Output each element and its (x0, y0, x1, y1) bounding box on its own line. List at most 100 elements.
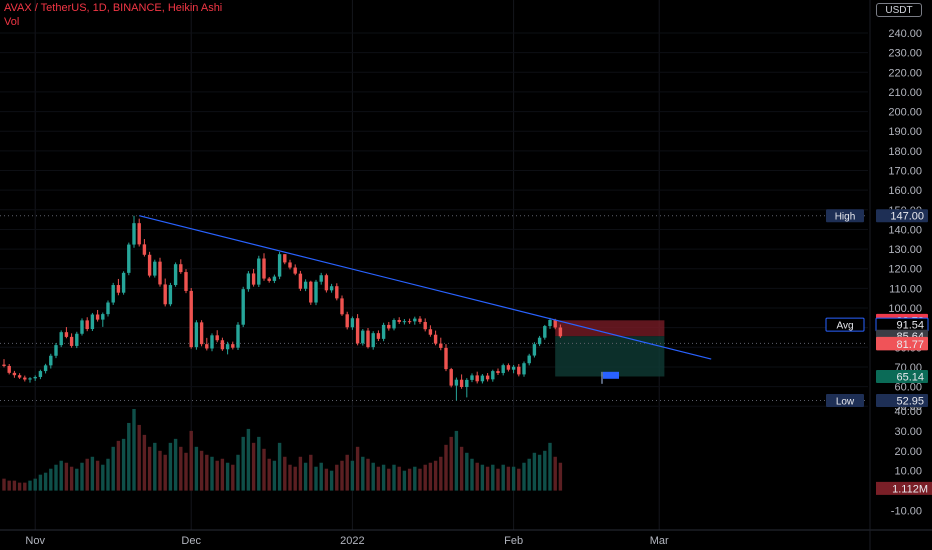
volume-bar (106, 458, 110, 491)
price-tick-label: 240.00 (888, 28, 922, 40)
volume-bar (444, 444, 448, 491)
volume-bar (168, 442, 173, 491)
candle-body (496, 371, 500, 374)
volume-tick-label: 30.00 (894, 426, 922, 438)
volume-bar (366, 458, 370, 491)
candle-body (69, 336, 74, 346)
time-tick-label: Mar (650, 535, 669, 547)
candle-body (517, 366, 521, 375)
volume-bar (517, 468, 521, 491)
candle-body (80, 320, 84, 334)
candle-body (298, 273, 303, 289)
candle-body (236, 324, 240, 348)
volume-bar (80, 462, 84, 491)
volume-bar (2, 478, 6, 491)
price-label-tag (825, 317, 865, 332)
candle-body (43, 365, 48, 372)
price-label-value: 52.95 (896, 395, 924, 407)
trendline-segment[interactable] (139, 215, 712, 360)
volume-bar (433, 460, 438, 491)
volume-bar (85, 458, 89, 491)
volume-bar (17, 482, 22, 491)
price-label-box (876, 337, 928, 351)
candle-body (267, 278, 271, 281)
volume-bar (43, 472, 48, 491)
stop-loss-zone[interactable] (555, 320, 665, 337)
volume-bar (49, 468, 53, 491)
volume-bar (303, 462, 308, 491)
candle-body (257, 258, 261, 285)
candle-body (127, 244, 131, 273)
candle-body (49, 355, 53, 366)
volume-bar (459, 446, 464, 491)
price-label-box (876, 209, 928, 223)
volume-bar (387, 468, 391, 491)
volume-bar (381, 464, 386, 491)
candle-body (532, 344, 537, 356)
candle-body (465, 379, 469, 387)
volume-bar (69, 466, 74, 491)
volume-bar (277, 442, 282, 491)
volume-bar (23, 482, 27, 491)
candle-body (527, 355, 531, 364)
time-tick-label: Feb (504, 535, 523, 547)
candle-body (366, 330, 370, 348)
candle-body (340, 298, 344, 315)
price-label-tag (826, 393, 864, 407)
position-zones[interactable] (555, 320, 665, 377)
candle-body (449, 369, 453, 386)
candle-body (501, 365, 505, 374)
candle-body (12, 372, 17, 376)
chart-title: AVAX / TetherUS, 1D, BINANCE, Heikin Ash… (4, 2, 223, 14)
volume-bar (345, 454, 349, 491)
volume-tick-label: 40.00 (894, 406, 922, 418)
currency-button[interactable]: USDT (876, 3, 922, 17)
candle-body (444, 347, 448, 370)
volume-bar (470, 458, 474, 491)
volume-bar (215, 460, 219, 491)
price-tick-label: 190.00 (888, 126, 922, 138)
volume-bar (423, 464, 427, 491)
candle-body (142, 244, 147, 255)
volume-bar (428, 462, 433, 491)
flag-icon[interactable] (601, 371, 619, 384)
volume-bar (64, 462, 69, 491)
volume-bar (153, 442, 157, 491)
volume-bar (111, 446, 115, 491)
volume-bar (225, 462, 230, 491)
candle-body (537, 337, 542, 345)
trendline[interactable] (139, 215, 712, 360)
volume-bar (179, 446, 183, 491)
volume-bar (485, 466, 490, 491)
volume-bar (38, 474, 43, 491)
price-label-box (876, 369, 928, 383)
take-profit-zone[interactable] (555, 336, 665, 377)
price-label-tag-text: Avg (836, 321, 853, 332)
candle-body (459, 379, 464, 387)
candle-body (475, 375, 479, 382)
flag-shape (603, 371, 619, 379)
candle-body (345, 314, 349, 328)
candle-body (147, 254, 152, 276)
candle-body (153, 261, 157, 276)
time-axis-background (0, 530, 932, 550)
candle-body (543, 326, 547, 338)
volume-bar (298, 456, 303, 491)
price-tick-label: 130.00 (888, 244, 922, 256)
price-label-value: 81.77 (896, 339, 924, 351)
volume-bar (241, 436, 245, 491)
price-axis[interactable]: 240.00 230.00 220.00 210.00 200.00 190.00 180.… (870, 0, 932, 550)
candle-body (439, 343, 443, 348)
volume-bar (449, 436, 453, 491)
candle-body (428, 329, 433, 335)
price-tick-label: 230.00 (888, 48, 922, 60)
volume-bar (288, 464, 292, 491)
candle-body (106, 302, 110, 315)
volume-bar (257, 436, 261, 491)
candle-body (101, 314, 105, 320)
candle-body (262, 258, 266, 279)
candle-body (163, 284, 167, 305)
volume-bar (465, 452, 469, 491)
